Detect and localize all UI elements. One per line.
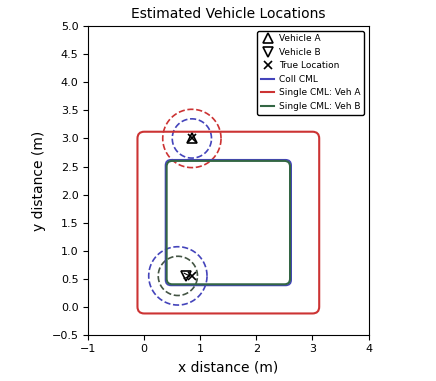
- Title: Estimated Vehicle Locations: Estimated Vehicle Locations: [131, 7, 326, 21]
- Legend: Vehicle A, Vehicle B, True Location, Coll CML, Single CML: Veh A, Single CML: Ve: Vehicle A, Vehicle B, True Location, Col…: [257, 31, 364, 115]
- X-axis label: x distance (m): x distance (m): [178, 360, 279, 374]
- Y-axis label: y distance (m): y distance (m): [32, 130, 46, 231]
